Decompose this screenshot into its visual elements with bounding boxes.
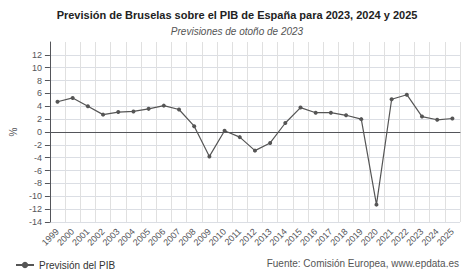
svg-text:2007: 2007 — [161, 226, 183, 248]
svg-text:2005: 2005 — [131, 226, 153, 248]
svg-text:2006: 2006 — [146, 226, 168, 248]
svg-text:2022: 2022 — [389, 226, 411, 248]
svg-text:2018: 2018 — [328, 226, 350, 248]
svg-text:Previsión del PIB: Previsión del PIB — [39, 260, 115, 271]
svg-text:-2: -2 — [34, 140, 42, 150]
svg-text:Fuente: Comisión Europea, www.: Fuente: Comisión Europea, www.epdata.es — [267, 258, 459, 269]
svg-text:2001: 2001 — [70, 226, 92, 248]
svg-text:2021: 2021 — [374, 226, 396, 248]
svg-text:2: 2 — [37, 114, 42, 124]
svg-text:2023: 2023 — [404, 226, 426, 248]
svg-text:12: 12 — [32, 50, 42, 60]
svg-text:%: % — [8, 127, 19, 136]
svg-text:Previsión de Bruselas sobre el: Previsión de Bruselas sobre el PIB de Es… — [57, 9, 418, 21]
svg-text:2009: 2009 — [191, 226, 213, 248]
svg-text:2004: 2004 — [115, 226, 137, 248]
svg-text:Previsiones de otoño de 2023: Previsiones de otoño de 2023 — [171, 26, 304, 37]
svg-text:2017: 2017 — [313, 226, 335, 248]
svg-text:2003: 2003 — [100, 226, 122, 248]
svg-text:10: 10 — [32, 63, 42, 73]
svg-text:2024: 2024 — [419, 226, 441, 248]
svg-text:2010: 2010 — [206, 226, 229, 248]
svg-text:2000: 2000 — [55, 226, 77, 248]
svg-text:-12: -12 — [29, 204, 42, 214]
svg-text:2014: 2014 — [267, 226, 289, 248]
svg-text:6: 6 — [37, 88, 42, 98]
svg-text:2002: 2002 — [85, 226, 107, 248]
svg-text:-4: -4 — [34, 153, 42, 163]
svg-text:-8: -8 — [34, 178, 42, 188]
svg-text:8: 8 — [37, 76, 42, 86]
svg-text:-10: -10 — [29, 191, 42, 201]
svg-text:-6: -6 — [34, 166, 42, 176]
svg-text:1999: 1999 — [39, 226, 61, 248]
svg-text:2013: 2013 — [252, 226, 274, 248]
svg-text:2015: 2015 — [282, 226, 305, 248]
svg-text:0: 0 — [37, 127, 42, 137]
svg-text:2016: 2016 — [298, 226, 320, 248]
svg-text:2019: 2019 — [343, 226, 365, 248]
svg-text:2008: 2008 — [176, 226, 198, 248]
svg-text:2011: 2011 — [222, 226, 244, 248]
svg-text:4: 4 — [37, 101, 42, 111]
svg-text:2020: 2020 — [358, 226, 380, 248]
svg-text:-14: -14 — [29, 217, 42, 227]
svg-text:2025: 2025 — [435, 226, 456, 247]
svg-text:2012: 2012 — [237, 226, 259, 248]
